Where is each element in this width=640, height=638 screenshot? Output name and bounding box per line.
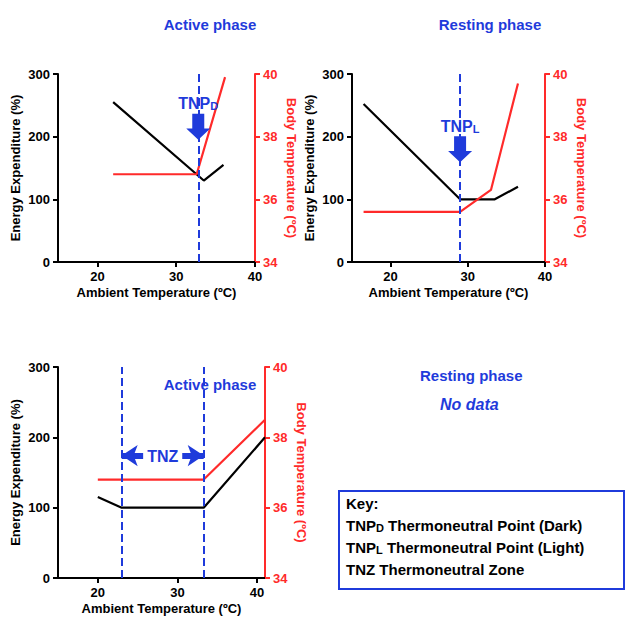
svg-text:Thermoneutral Point (Light): Thermoneutral Point (Light) <box>383 539 585 556</box>
svg-text:200: 200 <box>28 129 50 144</box>
svg-text:Ambient Temperature (ºC): Ambient Temperature (ºC) <box>369 285 529 300</box>
svg-text:Thermoneutral Point (Dark): Thermoneutral Point (Dark) <box>384 517 582 534</box>
svg-text:20: 20 <box>90 269 104 284</box>
svg-text:No data: No data <box>440 396 499 413</box>
svg-text:34: 34 <box>553 255 568 270</box>
svg-text:Ambient Temperature (ºC): Ambient Temperature (ºC) <box>77 285 237 300</box>
svg-text:D: D <box>376 522 384 534</box>
svg-text:20: 20 <box>91 585 105 600</box>
svg-text:TNP: TNP <box>346 539 376 556</box>
svg-text:L: L <box>473 123 480 135</box>
svg-text:0: 0 <box>43 571 50 586</box>
svg-text:Energy Expenditure (%): Energy Expenditure (%) <box>302 95 317 242</box>
svg-text:30: 30 <box>169 269 183 284</box>
svg-text:40: 40 <box>248 269 262 284</box>
svg-text:Body Temperature (ºC): Body Temperature (ºC) <box>574 98 589 238</box>
svg-text:TNZ: TNZ <box>147 448 178 465</box>
svg-text:34: 34 <box>263 255 278 270</box>
svg-text:300: 300 <box>28 360 50 375</box>
svg-text:TNZ: TNZ <box>346 561 375 578</box>
svg-text:TNP: TNP <box>441 118 473 135</box>
svg-text:100: 100 <box>28 192 50 207</box>
svg-text:40: 40 <box>538 269 552 284</box>
svg-text:30: 30 <box>170 585 184 600</box>
svg-text:Ambient Temperature (ºC): Ambient Temperature (ºC) <box>82 601 242 616</box>
svg-text:D: D <box>210 100 218 112</box>
svg-text:300: 300 <box>322 67 344 82</box>
svg-text:40: 40 <box>263 67 277 82</box>
svg-text:20: 20 <box>383 269 397 284</box>
svg-text:Thermoneutral Zone: Thermoneutral Zone <box>375 561 524 578</box>
svg-text:40: 40 <box>250 585 264 600</box>
svg-text:34: 34 <box>273 571 288 586</box>
svg-text:TNP: TNP <box>346 517 376 534</box>
svg-text:40: 40 <box>273 360 287 375</box>
svg-text:38: 38 <box>553 129 567 144</box>
svg-text:36: 36 <box>553 192 567 207</box>
svg-text:Energy Expenditure (%): Energy Expenditure (%) <box>8 399 23 546</box>
svg-text:Energy Expenditure (%): Energy Expenditure (%) <box>8 95 23 242</box>
svg-text:Resting phase: Resting phase <box>420 367 523 384</box>
svg-text:38: 38 <box>263 129 277 144</box>
svg-text:38: 38 <box>273 430 287 445</box>
svg-text:36: 36 <box>263 192 277 207</box>
svg-text:Active phase: Active phase <box>164 376 257 393</box>
svg-text:Active phase: Active phase <box>164 16 257 33</box>
svg-text:Body Temperature (ºC): Body Temperature (ºC) <box>294 402 309 542</box>
svg-text:Resting phase: Resting phase <box>439 16 542 33</box>
svg-text:40: 40 <box>553 67 567 82</box>
svg-text:36: 36 <box>273 500 287 515</box>
svg-text:100: 100 <box>322 192 344 207</box>
svg-text:30: 30 <box>461 269 475 284</box>
svg-text:TNP: TNP <box>178 95 210 112</box>
svg-text:0: 0 <box>43 255 50 270</box>
svg-text:300: 300 <box>28 67 50 82</box>
svg-text:200: 200 <box>28 430 50 445</box>
svg-text:Body Temperature (ºC): Body Temperature (ºC) <box>284 98 299 238</box>
svg-text:0: 0 <box>337 255 344 270</box>
svg-text:100: 100 <box>28 500 50 515</box>
svg-text:L: L <box>376 543 383 556</box>
svg-text:Key:: Key: <box>346 495 379 512</box>
svg-text:200: 200 <box>322 129 344 144</box>
